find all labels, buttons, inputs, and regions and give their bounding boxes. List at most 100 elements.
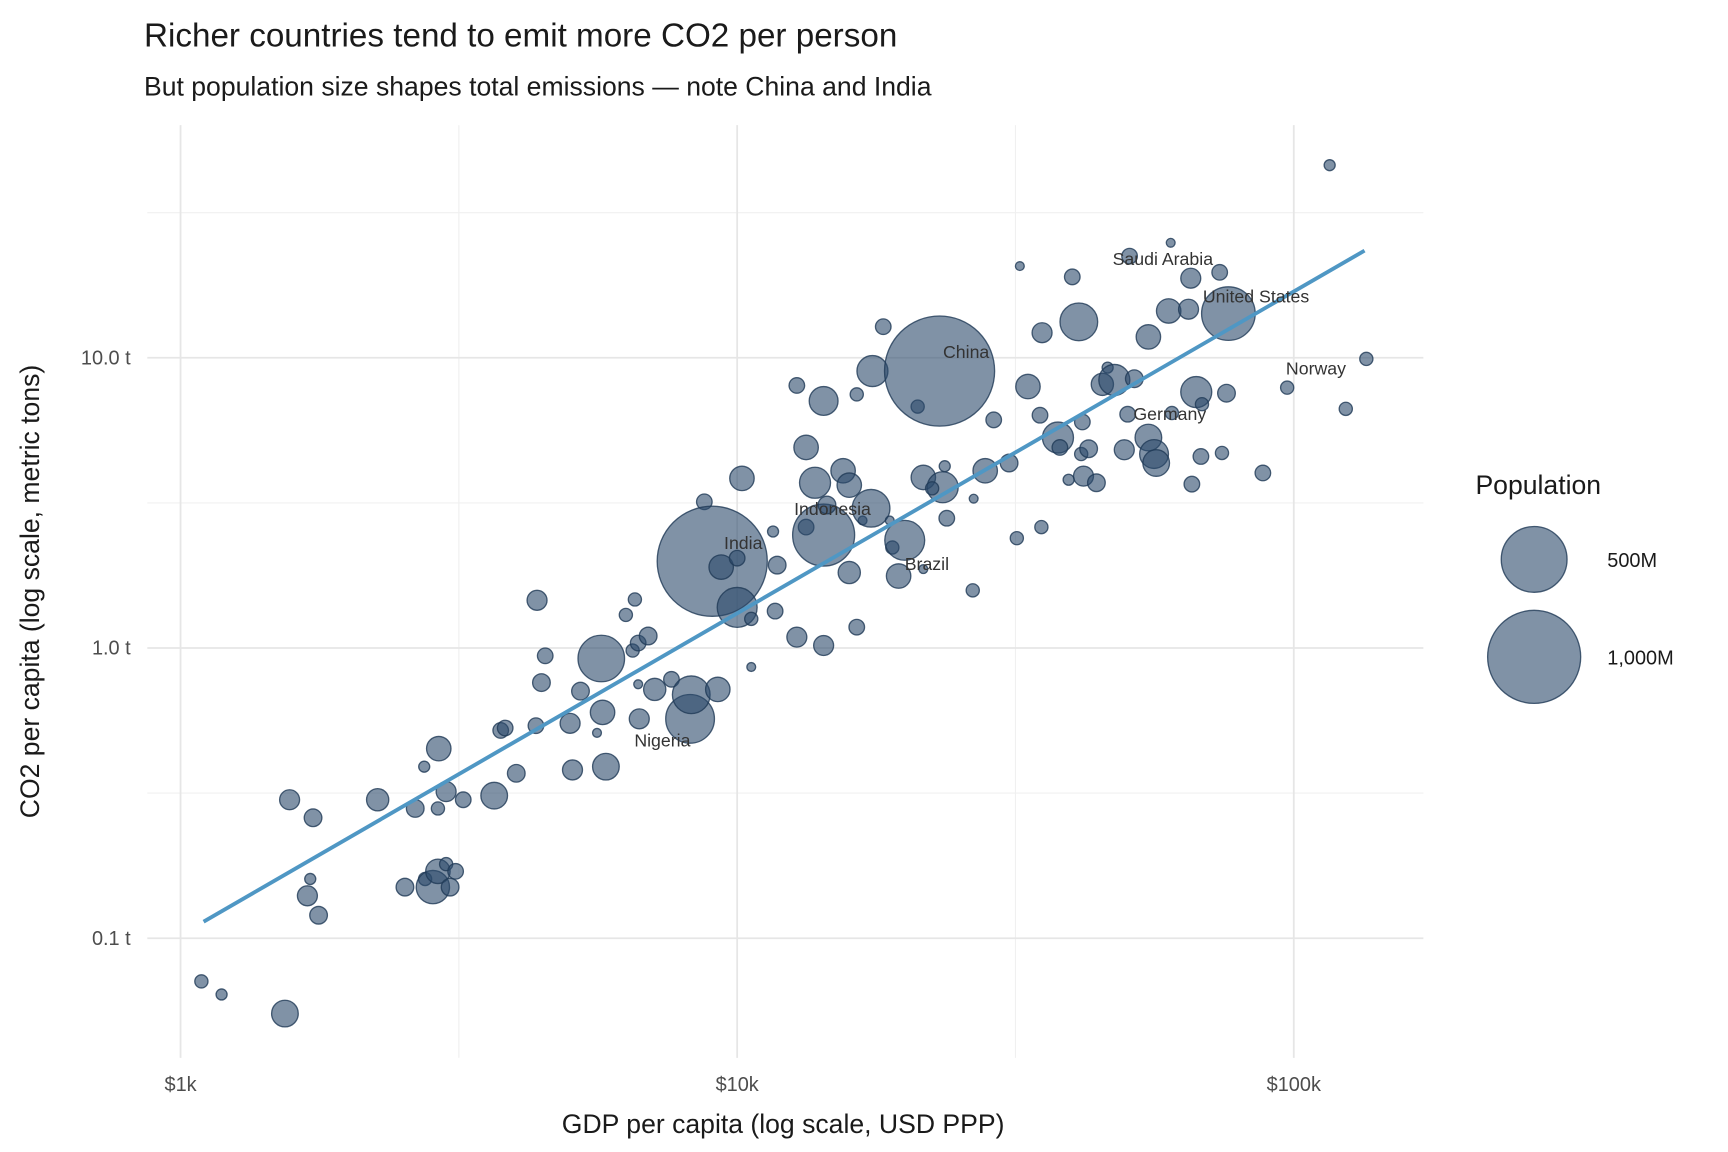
data-point <box>1031 406 1049 424</box>
data-point <box>425 735 452 762</box>
data-point <box>938 460 951 473</box>
data-point <box>526 589 548 611</box>
legend-title: Population <box>1475 470 1601 500</box>
data-point <box>570 681 590 701</box>
data-point <box>1059 302 1099 342</box>
data-point <box>1338 401 1354 417</box>
legend-size-key <box>1500 525 1568 593</box>
legend: Population 500M 1,000M <box>1475 470 1674 705</box>
data-point <box>536 647 554 665</box>
data-point <box>1177 298 1200 320</box>
trend-line <box>202 248 1366 924</box>
data-point <box>1009 530 1025 546</box>
data-point <box>591 727 603 738</box>
point-norway <box>1279 380 1295 395</box>
x-tick-label: $10k <box>716 1074 759 1096</box>
data-point <box>1164 405 1180 421</box>
data-point <box>304 872 317 886</box>
data-point <box>663 670 680 688</box>
point-saudi-arabia <box>1121 247 1139 265</box>
country-label: Brazil <box>905 554 949 574</box>
data-point <box>309 905 329 925</box>
data-point <box>885 563 912 589</box>
legend-label: 500M <box>1607 550 1657 572</box>
data-point <box>1165 237 1176 248</box>
data-point <box>1155 298 1182 324</box>
data-point <box>1051 438 1069 456</box>
data-point <box>430 801 446 816</box>
data-point <box>849 387 864 402</box>
data-point <box>496 719 514 737</box>
data-point <box>924 481 940 496</box>
y-axis-title: CO2 per capita (log scale, metric tons) <box>15 365 45 818</box>
data-point <box>1359 351 1374 367</box>
data-point <box>303 808 323 828</box>
data-point <box>874 318 892 336</box>
data-point <box>985 411 1003 429</box>
data-point <box>506 763 526 783</box>
data-point <box>589 699 616 726</box>
data-point <box>856 354 889 388</box>
data-point <box>1034 519 1049 535</box>
data-point <box>1183 475 1201 493</box>
data-point <box>808 385 839 417</box>
data-point <box>296 885 319 907</box>
data-point <box>270 999 299 1028</box>
data-point <box>365 787 390 812</box>
country-label: United States <box>1203 287 1310 307</box>
data-point <box>1062 473 1075 486</box>
data-point <box>837 560 862 585</box>
data-point <box>836 472 863 499</box>
data-point <box>440 877 460 897</box>
country-label: India <box>724 533 763 553</box>
data-point <box>766 602 784 620</box>
data-point <box>278 789 301 811</box>
data-point <box>447 862 465 880</box>
data-point <box>1180 267 1202 289</box>
data-point <box>788 376 806 394</box>
legend-label: 1,000M <box>1607 648 1673 670</box>
data-point <box>418 760 431 773</box>
country-label: Nigeria <box>634 731 690 751</box>
data-point <box>744 611 759 627</box>
data-point <box>793 434 819 461</box>
data-point <box>1015 373 1041 400</box>
data-point <box>848 618 866 636</box>
data-point <box>561 759 584 781</box>
data-point <box>1214 445 1230 461</box>
data-point <box>591 752 620 781</box>
data-point <box>1142 449 1171 477</box>
grid-lines <box>147 125 1424 1058</box>
country-label: Norway <box>1286 358 1346 378</box>
y-tick-label: 0.1 t <box>92 928 131 950</box>
data-point <box>918 564 929 575</box>
data-point <box>1086 473 1106 493</box>
data-point <box>633 679 644 690</box>
data-point <box>817 495 837 515</box>
data-point <box>480 781 509 810</box>
data-points <box>194 158 1374 1028</box>
data-point <box>454 791 472 809</box>
data-point <box>215 988 228 1001</box>
data-point <box>531 673 551 693</box>
point-china <box>883 315 996 427</box>
data-point <box>968 493 979 504</box>
data-point <box>851 488 891 528</box>
data-point <box>1135 324 1162 350</box>
data-point <box>1063 268 1081 286</box>
data-point <box>1254 464 1272 482</box>
y-tick-label: 1.0 t <box>92 638 131 660</box>
country-label: Germany <box>1133 404 1206 424</box>
data-point <box>1014 261 1025 272</box>
country-label: Indonesia <box>794 499 871 519</box>
data-point <box>812 634 835 657</box>
axis-ticks: $1k $10k $100k 0.1 t 1.0 t 10.0 t <box>81 347 1321 1096</box>
data-point <box>671 675 711 715</box>
data-point <box>618 607 634 623</box>
point-brazil <box>884 519 926 561</box>
legend-size-key <box>1486 609 1582 705</box>
x-tick-label: $1k <box>164 1074 196 1096</box>
data-point <box>194 974 209 989</box>
data-point <box>728 549 746 567</box>
data-point <box>638 626 658 646</box>
